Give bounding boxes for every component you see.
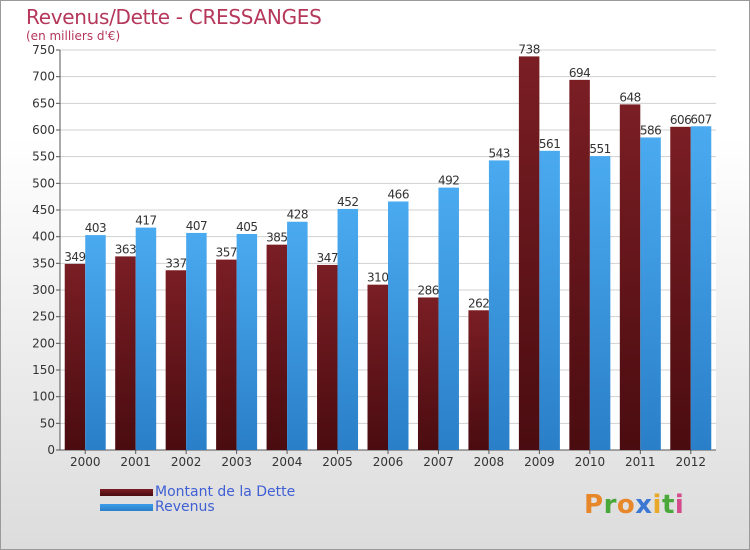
- bar-revenus: [690, 126, 712, 451]
- data-label-dette: 606: [670, 113, 691, 127]
- data-label-revenus: 551: [589, 142, 610, 156]
- x-tick-label: 2003: [221, 455, 252, 469]
- bar-revenus: [488, 160, 510, 450]
- x-tick-label: 2012: [675, 455, 706, 469]
- x-tick-label: 2011: [625, 455, 656, 469]
- logo-letter: P: [584, 490, 604, 520]
- y-tick-label: 250: [32, 310, 55, 324]
- x-tick-label: 2001: [120, 455, 151, 469]
- y-tick-label: 450: [32, 203, 55, 217]
- logo-letter: i: [652, 490, 662, 520]
- bar-dette: [266, 244, 288, 450]
- bar-dette: [115, 256, 136, 450]
- data-label-revenus: 607: [690, 112, 711, 126]
- bar-dette: [64, 263, 86, 450]
- y-tick-label: 400: [32, 230, 55, 244]
- y-tick-label: 500: [32, 176, 55, 190]
- y-tick-label: 550: [32, 150, 55, 164]
- data-label-dette: 738: [518, 42, 539, 56]
- bar-revenus: [589, 156, 611, 450]
- y-tick-label: 0: [47, 443, 55, 457]
- x-tick-label: 2006: [373, 455, 404, 469]
- data-label-dette: 310: [367, 271, 388, 285]
- data-label-dette: 648: [619, 90, 640, 104]
- bar-revenus: [135, 227, 157, 450]
- x-tick-label: 2010: [575, 455, 606, 469]
- data-label-revenus: 452: [337, 195, 358, 209]
- bar-dette: [417, 297, 439, 450]
- data-label-dette: 694: [569, 66, 590, 80]
- data-label-dette: 349: [64, 250, 85, 264]
- y-tick-label: 600: [32, 123, 55, 137]
- bar-dette: [468, 310, 489, 450]
- legend-label-revenus: Revenus: [155, 499, 215, 515]
- bar-revenus: [337, 208, 359, 450]
- data-label-revenus: 492: [438, 174, 459, 188]
- chart-subtitle: (en milliers d'€): [26, 29, 121, 43]
- bar-dette: [165, 270, 187, 450]
- data-label-revenus: 403: [85, 221, 106, 235]
- logo-letter: o: [616, 490, 636, 520]
- data-label-revenus: 428: [287, 208, 308, 222]
- y-tick-label: 350: [32, 256, 55, 270]
- y-tick-label: 700: [32, 70, 55, 84]
- x-tick-label: 2000: [70, 455, 101, 469]
- bar-revenus: [388, 201, 409, 450]
- data-label-dette: 357: [216, 246, 237, 260]
- proxiti-logo: Proxiti: [584, 490, 684, 520]
- data-label-revenus: 407: [186, 219, 207, 233]
- logo-letter: x: [635, 490, 653, 520]
- bar-revenus: [539, 150, 560, 451]
- y-tick-label: 750: [32, 43, 55, 57]
- data-label-dette: 385: [266, 231, 287, 245]
- chart-title: Revenus/Dette - CRESSANGES: [26, 5, 322, 29]
- legend-swatch-revenus: [100, 504, 153, 511]
- x-tick-label: 2002: [171, 455, 202, 469]
- bar-dette: [619, 104, 641, 451]
- legend-label-dette: Montant de la Dette: [155, 484, 296, 500]
- bar-revenus: [236, 234, 258, 450]
- data-label-dette: 286: [418, 283, 439, 297]
- bar-dette: [670, 126, 691, 451]
- y-tick-label: 100: [32, 390, 55, 404]
- bar-dette: [216, 259, 237, 450]
- bar-revenus: [186, 232, 207, 450]
- x-tick-label: 2009: [524, 455, 555, 469]
- x-tick-label: 2007: [423, 455, 454, 469]
- bar-revenus: [287, 221, 308, 450]
- bar-dette: [367, 284, 388, 450]
- y-tick-label: 650: [32, 96, 55, 110]
- x-tick-label: 2008: [474, 455, 505, 469]
- data-label-revenus: 543: [488, 146, 509, 160]
- y-tick-label: 150: [32, 363, 55, 377]
- data-label-dette: 347: [317, 251, 338, 265]
- bar-dette: [317, 264, 338, 450]
- x-tick-label: 2005: [322, 455, 353, 469]
- bar-revenus: [640, 137, 661, 450]
- y-tick-label: 300: [32, 283, 55, 297]
- data-label-dette: 337: [165, 256, 186, 270]
- data-label-dette: 262: [468, 296, 489, 310]
- logo-letter: r: [603, 490, 617, 520]
- logo-letter: t: [661, 490, 675, 520]
- data-label-revenus: 466: [388, 187, 409, 201]
- y-tick-label: 200: [32, 336, 55, 350]
- data-label-revenus: 417: [135, 214, 156, 228]
- bar-revenus: [85, 235, 106, 450]
- bar-revenus: [438, 187, 459, 450]
- bar-dette: [569, 79, 590, 450]
- legend-swatch-dette: [100, 489, 153, 496]
- data-label-revenus: 561: [539, 137, 560, 151]
- data-label-revenus: 405: [236, 220, 257, 234]
- x-tick-label: 2004: [272, 455, 303, 469]
- bar-dette: [518, 56, 540, 451]
- data-label-dette: 363: [115, 242, 136, 256]
- logo-letter: i: [674, 490, 685, 520]
- data-label-revenus: 586: [640, 123, 661, 137]
- y-tick-label: 50: [40, 416, 55, 430]
